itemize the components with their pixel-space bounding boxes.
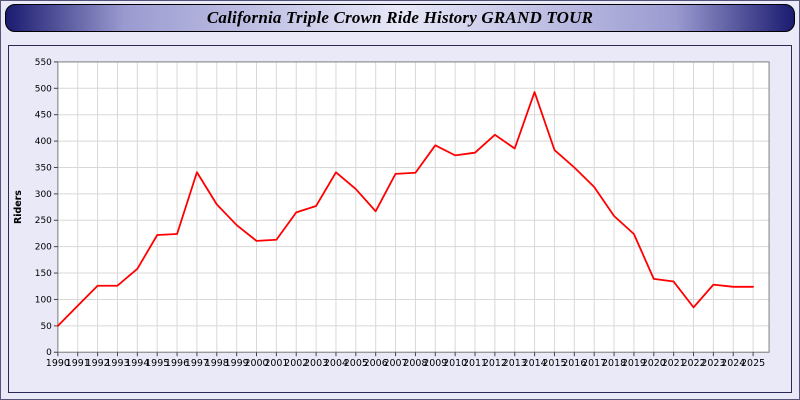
svg-text:100: 100 [35,295,52,305]
plot-area [57,61,770,353]
axis-ticks [53,61,754,357]
svg-text:2000: 2000 [244,358,268,369]
svg-text:250: 250 [35,216,52,226]
svg-text:2001: 2001 [264,358,288,369]
svg-text:2007: 2007 [384,358,408,369]
svg-text:400: 400 [35,137,52,147]
svg-text:2020: 2020 [642,358,666,369]
svg-text:350: 350 [35,163,52,173]
svg-text:1994: 1994 [125,358,149,369]
svg-text:1992: 1992 [86,358,110,369]
x-axis-labels: 1990199119921993199419951996199719981999… [46,358,765,369]
svg-text:2010: 2010 [443,358,467,369]
svg-text:450: 450 [35,111,52,121]
svg-text:1993: 1993 [105,358,129,369]
svg-text:2024: 2024 [721,358,745,369]
page-title: California Triple Crown Ride History GRA… [206,8,594,27]
svg-text:2021: 2021 [662,358,686,369]
svg-text:500: 500 [35,84,52,94]
svg-text:2016: 2016 [562,358,586,369]
svg-text:2023: 2023 [701,358,725,369]
svg-text:2025: 2025 [741,358,765,369]
line-chart-svg: 0501001502002503003504004505005501990199… [13,58,770,369]
svg-text:2009: 2009 [423,358,447,369]
plot-border [57,61,770,353]
svg-text:1991: 1991 [66,358,90,369]
svg-text:1999: 1999 [225,358,249,369]
title-bar: California Triple Crown Ride History GRA… [5,4,795,32]
svg-text:2017: 2017 [582,358,606,369]
svg-text:300: 300 [35,190,52,200]
svg-text:2004: 2004 [324,358,348,369]
series-line-riders [56,91,754,327]
svg-text:0: 0 [46,348,52,358]
svg-text:2014: 2014 [523,358,547,369]
svg-text:200: 200 [35,243,52,253]
svg-text:2003: 2003 [304,358,328,369]
svg-text:150: 150 [35,269,52,279]
svg-text:2006: 2006 [364,358,388,369]
svg-text:1997: 1997 [185,358,209,369]
svg-text:1996: 1996 [165,358,189,369]
svg-text:50: 50 [40,322,52,332]
svg-text:2002: 2002 [284,358,308,369]
y-axis-labels: 0 50 100 150 200 250 300 350 400 450 500 550 [35,58,52,358]
svg-text:1998: 1998 [205,358,229,369]
chart-panel: 0 50 100 150 200 250 300 350 400 450 500 550 1990 199… [8,45,792,393]
svg-text:2005: 2005 [344,358,368,369]
svg-text:1995: 1995 [145,358,169,369]
svg-text:2008: 2008 [403,358,427,369]
svg-text:2019: 2019 [622,358,646,369]
grid-lines [57,61,770,353]
y-axis-title: Riders [13,190,24,224]
svg-text:2018: 2018 [602,358,626,369]
svg-text:2011: 2011 [463,358,487,369]
svg-text:2015: 2015 [542,358,566,369]
svg-text:550: 550 [35,58,52,68]
svg-text:2022: 2022 [681,358,705,369]
svg-text:1990: 1990 [46,358,70,369]
svg-text:2012: 2012 [483,358,507,369]
svg-text:2013: 2013 [503,358,527,369]
